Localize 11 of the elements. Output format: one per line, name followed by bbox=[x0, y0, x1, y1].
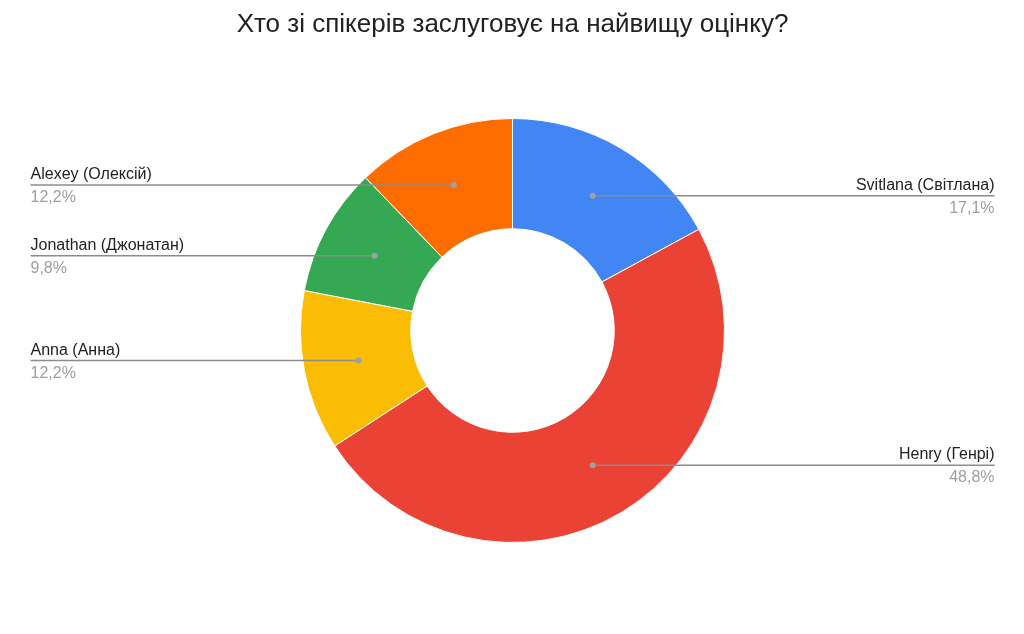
chart-title: Хто зі спікерів заслуговує на найвищу оцінку? bbox=[236, 7, 789, 38]
data-label: 17,1% bbox=[949, 198, 995, 216]
data-label: 9,8% bbox=[30, 258, 67, 276]
slice-label: Svitlana (Світлана) bbox=[855, 175, 995, 193]
slice-label: Alexey (Олексій) bbox=[30, 164, 152, 182]
slice-label: Anna (Анна) bbox=[30, 340, 121, 358]
data-label: 12,2% bbox=[30, 187, 76, 205]
data-label: 12,2% bbox=[30, 363, 76, 381]
slice-label: Jonathan (Джонатан) bbox=[30, 235, 185, 253]
data-label: 48,8% bbox=[949, 468, 995, 486]
slice-label: Henry (Генрі) bbox=[898, 445, 995, 463]
